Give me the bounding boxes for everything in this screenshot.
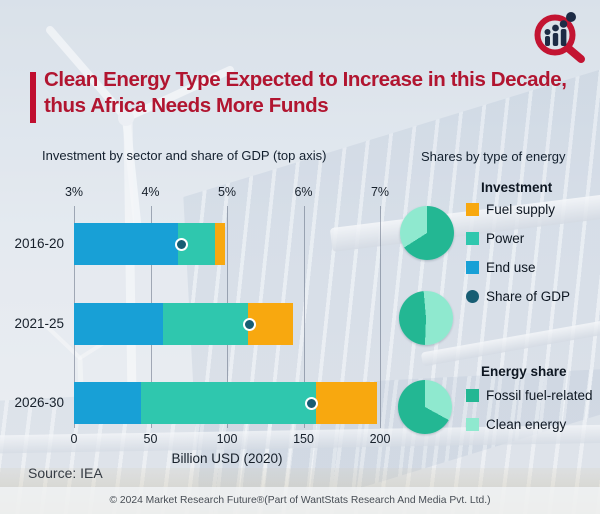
legend-investment-swatch [466,232,479,245]
title-line-1: Clean Energy Type Expected to Increase i… [44,68,567,91]
stacked-bar-2016-20 [74,223,226,265]
bottom-axis-tick: 50 [143,432,158,446]
legend-investment-swatch [466,261,479,274]
category-label: 2016-20 [14,236,64,251]
bottom-axis-tick: 150 [293,432,314,446]
category-label: 2026-30 [14,395,64,410]
top-axis-tick: 3% [64,185,84,199]
top-axis-tick: 5% [217,185,237,199]
stacked-bar-2026-30 [74,382,377,424]
legend-investment-swatch [466,203,479,216]
bar-segment-fuel-supply [214,223,226,265]
legend-investment-swatch [466,290,479,303]
legend-investment-label: End use [486,260,536,275]
bar-segment-end-use [74,382,142,424]
legend-energy-title: Energy share [481,364,567,379]
legend-investment-item-fuel-supply: Fuel supply [466,202,555,217]
title-line-2: thus Africa Needs More Funds [44,94,329,117]
chart-subtitle-right: Shares by type of energy [421,149,566,164]
legend-investment-item-power: Power [466,231,524,246]
bottom-axis-tick: 100 [216,432,238,446]
top-axis-tick: 4% [141,185,160,199]
energy-share-pie-2016-20 [400,206,454,260]
gridline [380,206,381,428]
legend-investment-title: Investment [481,180,553,195]
legend-energy-item-clean-energy: Clean energy [466,417,566,432]
legend-energy-item-fossil-fuel-related: Fossil fuel-related [466,388,593,403]
legend-investment-label: Fuel supply [486,202,556,217]
bar-segment-fuel-supply [315,382,377,424]
energy-share-pie-2021-25 [399,291,453,345]
stacked-bar-2021-25 [74,303,293,345]
bar-segment-power [141,382,316,424]
title-accent-bar [30,72,36,123]
bottom-axis-tick: 200 [369,432,391,446]
legend-energy-label: Clean energy [486,417,567,432]
share-of-gdp-dot [174,237,188,251]
market-research-future-logo [534,12,585,63]
top-axis-tick: 6% [294,185,313,199]
legend-energy-swatch [466,389,479,402]
page-title: Clean Energy Type Expected to Increase i… [44,67,589,119]
source-note: Source: IEA [28,465,103,481]
share-of-gdp-dot [243,317,257,331]
bar-segment-power [162,303,249,345]
energy-share-pie-2026-30 [398,380,452,434]
category-label: 2021-25 [14,316,64,331]
bar-segment-end-use [74,303,163,345]
top-axis-tick: 7% [370,185,390,199]
share-of-gdp-dot [304,396,318,410]
x-axis-title: Billion USD (2020) [171,451,283,466]
legend-energy-label: Fossil fuel-related [486,388,593,403]
bar-segment-end-use [74,223,179,265]
legend-investment-item-share-of-gdp: Share of GDP [466,289,570,304]
chart-subtitle-left: Investment by sector and share of GDP (t… [42,148,327,163]
copyright-footer: © 2024 Market Research Future®(Part of W… [0,487,600,514]
legend-investment-label: Share of GDP [486,289,571,304]
legend-investment-label: Power [486,231,525,246]
gridline [303,206,305,428]
legend-energy-swatch [466,418,479,431]
bottom-axis-tick: 0 [70,432,78,446]
legend-investment-item-end-use: End use [466,260,536,275]
